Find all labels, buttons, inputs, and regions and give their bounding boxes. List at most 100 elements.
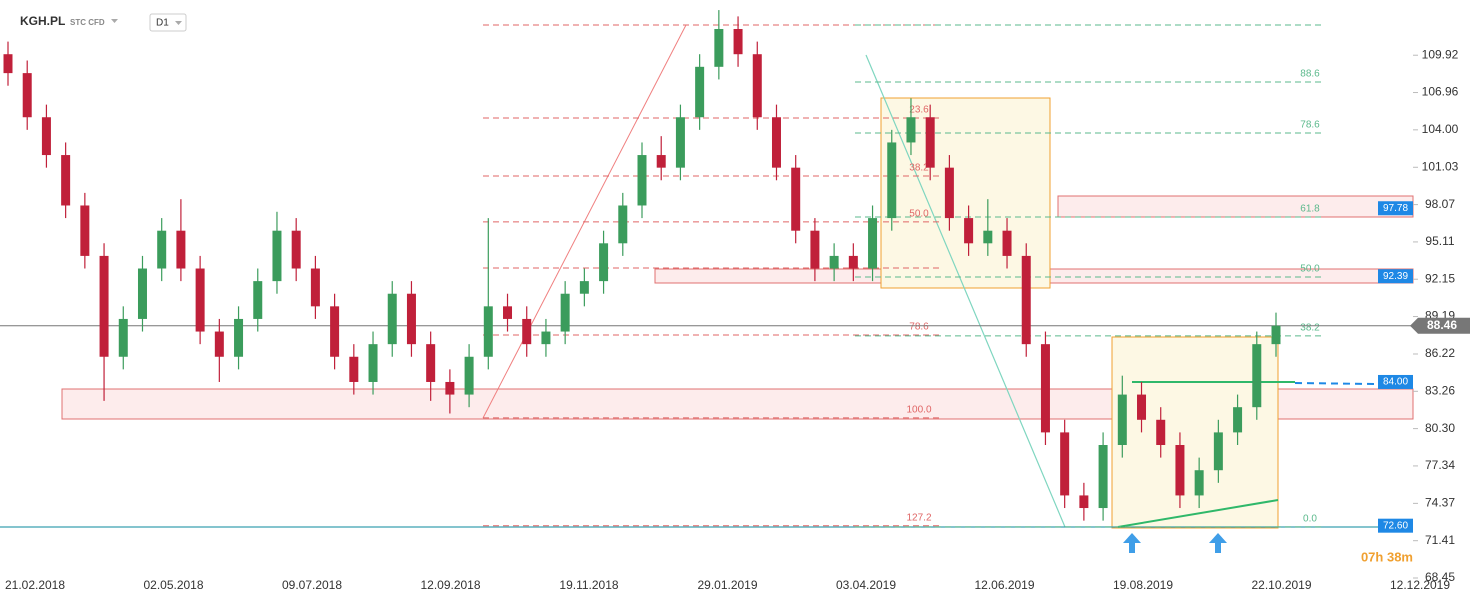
trend-line xyxy=(1117,499,1279,528)
candle-body xyxy=(503,306,513,319)
price-tag-label: 84.00 xyxy=(1383,377,1408,388)
candle-body xyxy=(157,230,167,269)
candle-body xyxy=(1175,445,1185,496)
candle-body xyxy=(656,155,666,168)
trend-line xyxy=(865,54,1066,528)
x-tick-label: 12.09.2018 xyxy=(420,578,480,592)
x-tick-label: 12.06.2019 xyxy=(974,578,1034,592)
y-tick-label: 98.07 xyxy=(1425,197,1455,211)
arrow-up xyxy=(1123,533,1141,553)
candle-body xyxy=(1060,432,1070,496)
candle-body xyxy=(906,117,916,143)
price-tag xyxy=(1378,201,1413,216)
candle-body xyxy=(176,230,186,269)
candle-body xyxy=(1040,344,1050,433)
fib-label: 127.2 xyxy=(906,512,931,523)
candle-body xyxy=(1194,470,1204,496)
candle-body xyxy=(944,167,954,219)
candle-body xyxy=(771,117,781,168)
candle-body xyxy=(522,318,532,345)
y-tick-label: 83.26 xyxy=(1425,383,1455,397)
candle-body xyxy=(695,66,705,118)
y-tick-label: 104.00 xyxy=(1422,122,1459,136)
interval: D1 xyxy=(156,18,169,29)
candle-body xyxy=(1079,495,1089,509)
candle-body xyxy=(214,331,224,357)
y-tick-label: 68.45 xyxy=(1425,570,1455,584)
x-tick-label: 03.04.2019 xyxy=(836,578,896,592)
x-tick-label: 19.08.2019 xyxy=(1113,578,1173,592)
y-tick-label: 92.15 xyxy=(1425,271,1455,285)
candle-body xyxy=(483,306,493,357)
candle-body xyxy=(195,268,205,332)
candle-body xyxy=(1156,419,1166,446)
y-tick-label: 77.34 xyxy=(1425,458,1455,472)
candle-body xyxy=(310,268,320,307)
candle-body xyxy=(925,117,935,168)
zone xyxy=(1057,195,1414,218)
dropdown[interactable] xyxy=(111,19,118,23)
candle-body xyxy=(714,28,724,67)
y-tick-label: 106.96 xyxy=(1422,85,1459,99)
candle-body xyxy=(541,331,551,345)
x-tick-label: 22.10.2019 xyxy=(1251,578,1311,592)
candle-body xyxy=(99,255,109,357)
candle-body xyxy=(599,243,609,282)
candle-body xyxy=(349,356,359,382)
candle-body xyxy=(810,230,820,269)
box xyxy=(1111,336,1279,529)
candle-body xyxy=(791,167,801,231)
y-tick-label: 95.11 xyxy=(1425,234,1454,248)
candle-body xyxy=(137,268,147,319)
candle-body xyxy=(964,218,974,244)
candle-body xyxy=(848,255,858,269)
symbol: KGH.PL xyxy=(20,14,65,28)
price-tag-label: 92.39 xyxy=(1383,271,1408,282)
candle-body xyxy=(253,281,263,319)
candle-body xyxy=(234,318,244,357)
fib-label: 0.0 xyxy=(1303,513,1317,524)
candle-body xyxy=(464,356,474,395)
candle-body xyxy=(1117,394,1127,446)
interval-select[interactable] xyxy=(149,13,187,32)
candle-body xyxy=(330,306,340,357)
candle-body xyxy=(61,155,71,206)
fib-label: 78.6 xyxy=(909,322,929,333)
candle-body xyxy=(272,230,282,282)
candle-body xyxy=(637,155,647,206)
candle-body xyxy=(3,54,13,74)
price-tag xyxy=(1378,269,1413,284)
y-tick-label: 80.30 xyxy=(1425,421,1455,435)
x-tick-label: 21.02.2018 xyxy=(5,578,65,592)
fib-label: 88.6 xyxy=(1300,69,1320,80)
candle-body xyxy=(1213,432,1223,471)
candle-body xyxy=(618,205,628,244)
market: STC CFD xyxy=(70,18,105,27)
y-tick-label: 74.37 xyxy=(1425,496,1455,510)
candle-body xyxy=(733,28,743,55)
candle-body xyxy=(1271,325,1281,345)
candle-body xyxy=(445,381,455,395)
timer: 07h 38m xyxy=(1361,549,1413,564)
candle-body xyxy=(426,344,436,382)
candle-body xyxy=(675,117,685,168)
y-tick-label: 86.22 xyxy=(1425,346,1455,360)
candle-body xyxy=(291,230,301,269)
candle-body xyxy=(887,142,897,219)
fib-label: 100.0 xyxy=(906,405,931,416)
candle-body xyxy=(118,318,128,357)
price-tag xyxy=(1378,518,1413,533)
candle-body xyxy=(1098,445,1108,509)
candle-body xyxy=(1252,344,1262,408)
candle-body xyxy=(387,293,397,345)
fib-label: 50.0 xyxy=(1300,264,1320,275)
x-tick-label: 02.05.2018 xyxy=(143,578,203,592)
y-tick-label: 101.03 xyxy=(1422,159,1459,173)
candle-body xyxy=(1021,255,1031,345)
dropdown xyxy=(175,21,182,25)
projection-line xyxy=(1294,382,1376,385)
candle-body xyxy=(829,255,839,269)
fib-label: 23.6 xyxy=(909,105,929,116)
candle-body xyxy=(752,54,762,118)
candle-body xyxy=(406,293,416,345)
